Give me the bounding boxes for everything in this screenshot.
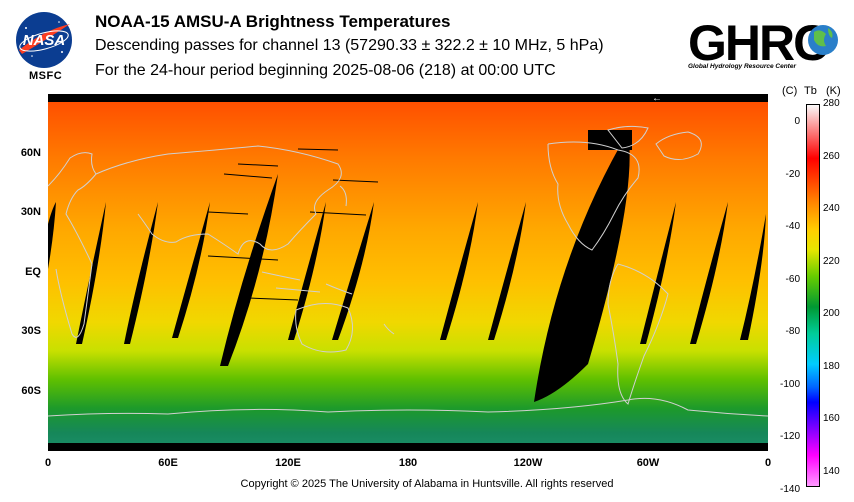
latitude-label: 30S	[21, 325, 41, 337]
colorbar-celsius-label: -80	[785, 326, 800, 338]
latitude-label: 60S	[21, 384, 41, 397]
longitude-label: 60W	[636, 457, 660, 469]
latitude-label: 60N	[20, 146, 41, 159]
longitude-label: 0	[44, 457, 52, 469]
latitude-label: 30N	[20, 206, 41, 218]
colorbar-celsius-label: -20	[785, 168, 800, 180]
colorbar-header-celsius: (C)	[782, 85, 798, 97]
svg-text:GHRC: GHRC	[688, 15, 828, 71]
colorbar	[806, 104, 820, 487]
longitude-label: 180	[398, 457, 418, 469]
colorbar-celsius-label: 0	[794, 115, 800, 127]
scan-line-artifacts	[207, 148, 379, 301]
colorbar-celsius-label: -140	[779, 483, 800, 495]
period-label: For the 24-hour period beginning 2025-08…	[95, 62, 556, 79]
colorbar-kelvin-label: 200	[823, 308, 840, 320]
colorbar-celsius-label: -40	[785, 221, 800, 233]
colorbar-kelvin-label: 240	[823, 203, 840, 215]
page-title: NOAA-15 AMSU-A Brightness Temperatures	[95, 12, 451, 31]
ghrc-logo: GHRC	[688, 15, 838, 71]
longitude-label: 120E	[275, 457, 301, 469]
svg-text:NASA: NASA	[23, 32, 66, 49]
longitude-label: 120W	[513, 457, 543, 469]
colorbar-kelvin-label: 180	[823, 360, 840, 372]
colorbar-kelvin-label: 280	[823, 98, 840, 109]
colorbar-celsius-label: -120	[779, 431, 800, 443]
colorbar-header-kelvin: (K)	[826, 85, 841, 97]
latitude-label: EQ	[25, 265, 41, 278]
longitude-label: 0	[764, 457, 772, 469]
colorbar-kelvin-label: 220	[823, 255, 840, 267]
colorbar-kelvin-label: 140	[823, 465, 840, 477]
page-subtitle: Descending passes for channel 13 (57290.…	[95, 37, 604, 54]
colorbar-header-tb: Tb	[804, 85, 817, 97]
coastlines	[48, 125, 768, 417]
longitude-label: 60E	[158, 457, 178, 469]
direction-arrow: ←	[652, 94, 662, 104]
colorbar-celsius-label: -60	[785, 273, 800, 285]
colorbar-kelvin-label: 260	[823, 150, 840, 162]
colorbar-kelvin-label: 160	[823, 413, 840, 425]
swath-gaps	[48, 130, 766, 402]
msfc-label: MSFC	[29, 70, 63, 82]
copyright-footer: Copyright © 2025 The University of Alaba…	[240, 478, 614, 490]
nasa-logo: NASA	[16, 12, 72, 68]
colorbar-celsius-label: -100	[779, 378, 800, 390]
ghrc-subtitle: Global Hydrology Resource Center	[688, 63, 796, 70]
brightness-temperature-map: ←	[48, 94, 768, 451]
